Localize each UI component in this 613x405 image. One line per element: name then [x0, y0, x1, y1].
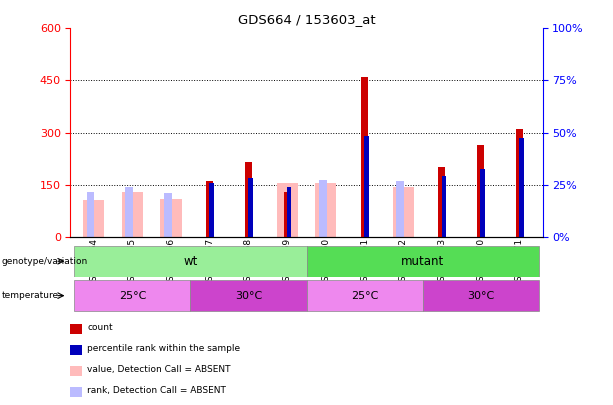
Bar [207, 181, 213, 237]
Bar [392, 187, 414, 237]
Bar [87, 192, 94, 237]
Bar [477, 145, 484, 237]
Bar [438, 167, 446, 237]
Bar [319, 179, 327, 237]
Bar [361, 77, 368, 237]
Text: value, Detection Call = ABSENT: value, Detection Call = ABSENT [87, 365, 230, 374]
Bar [74, 280, 191, 311]
Text: 25°C: 25°C [119, 291, 146, 301]
Bar [70, 345, 82, 355]
Text: genotype/variation: genotype/variation [1, 257, 88, 266]
Text: temperature: temperature [1, 291, 58, 300]
Text: rank, Detection Call = ABSENT: rank, Detection Call = ABSENT [87, 386, 226, 395]
Bar [396, 181, 404, 237]
Bar [276, 183, 298, 237]
Text: 30°C: 30°C [235, 291, 262, 301]
Bar [70, 366, 82, 376]
Bar [364, 136, 369, 237]
Text: percentile rank within the sample: percentile rank within the sample [87, 344, 240, 353]
Text: 30°C: 30°C [467, 291, 494, 301]
Text: wt: wt [183, 255, 197, 268]
Bar [306, 280, 422, 311]
Bar [306, 246, 539, 277]
Bar [480, 169, 485, 237]
Bar [126, 187, 133, 237]
Bar [422, 280, 539, 311]
Text: count: count [87, 323, 113, 332]
Bar [70, 324, 82, 334]
Bar [83, 200, 104, 237]
Text: mutant: mutant [401, 255, 444, 268]
Bar [70, 387, 82, 397]
Title: GDS664 / 153603_at: GDS664 / 153603_at [238, 13, 375, 26]
Text: 25°C: 25°C [351, 291, 378, 301]
Bar [248, 178, 253, 237]
Bar [210, 183, 214, 237]
Bar [164, 194, 172, 237]
Bar [441, 176, 446, 237]
Bar [315, 183, 337, 237]
Bar [287, 187, 291, 237]
Bar [519, 138, 524, 237]
Bar [284, 192, 291, 237]
Bar [245, 162, 252, 237]
Bar [122, 192, 143, 237]
Bar [516, 129, 523, 237]
Bar [74, 246, 306, 277]
Bar [161, 199, 181, 237]
Bar [191, 280, 306, 311]
